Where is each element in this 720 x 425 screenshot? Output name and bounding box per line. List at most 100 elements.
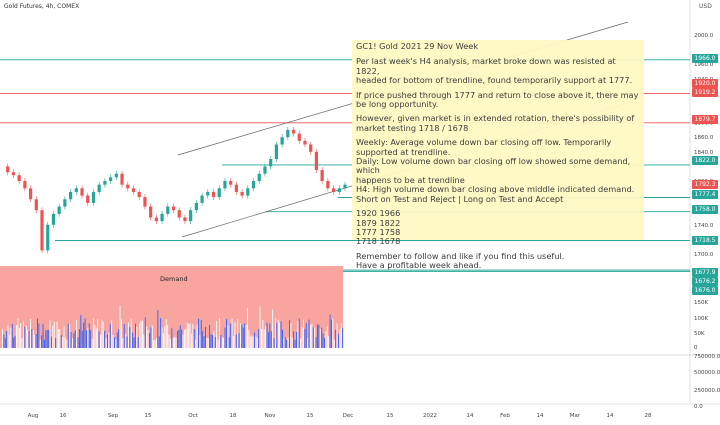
candle-body — [57, 206, 61, 214]
volume-bar — [228, 337, 230, 348]
volume-bar — [52, 325, 54, 348]
volume-bar — [109, 323, 111, 348]
candle-body — [331, 188, 336, 192]
volume-bar — [20, 322, 22, 348]
volume-bar — [329, 314, 331, 348]
price-tag: 1919.2 — [692, 88, 718, 97]
volume-bar — [35, 334, 37, 348]
volume-bar — [298, 318, 300, 348]
volume-bar — [100, 334, 101, 348]
volume-bar — [276, 322, 278, 348]
volume-bar — [303, 319, 304, 348]
candle-body — [160, 213, 164, 222]
analysis-note[interactable]: GC1! Gold 2021 29 Nov Week Per last week… — [352, 40, 644, 270]
candle-body — [149, 206, 153, 218]
volume-bar — [62, 336, 64, 348]
volume-bar — [275, 318, 276, 348]
volume-bar — [202, 330, 204, 348]
volume-bar — [304, 328, 306, 348]
volume-bar — [255, 336, 257, 348]
candle-body — [86, 195, 90, 203]
volume-bar — [146, 326, 148, 348]
volume-bar — [186, 322, 188, 348]
volume-bar — [324, 337, 325, 348]
volume-bar — [144, 317, 146, 348]
candle-body — [177, 210, 181, 218]
chart-header: Gold Futures, 4h, COMEX — [4, 3, 80, 10]
volume-bar — [42, 323, 44, 348]
volume-bar — [227, 325, 229, 348]
candle-body — [46, 224, 50, 251]
volume-bar — [48, 329, 50, 348]
time-tick-label: Sep — [108, 413, 119, 419]
volume-bar — [84, 318, 86, 348]
volume-bar — [65, 337, 66, 348]
volume-bar — [340, 323, 342, 348]
candle-body — [80, 188, 84, 196]
volume-bar — [27, 330, 29, 348]
candle-body — [131, 188, 136, 192]
candle-body — [97, 184, 101, 192]
candle-body — [343, 184, 347, 189]
volume-bar — [14, 335, 16, 348]
volume-bar — [37, 318, 38, 348]
volume-bar — [126, 336, 128, 348]
volume-tick-label: 750000.0 — [694, 354, 720, 360]
time-tick-label: 16 — [60, 413, 67, 419]
note-paragraph-2: If price pushed through 1777 and return … — [356, 89, 639, 110]
candle-body — [217, 188, 221, 198]
candle-body — [206, 191, 210, 196]
candle-body — [11, 172, 16, 176]
volume-bar — [317, 324, 318, 348]
volume-bar — [262, 319, 264, 348]
volume-bar — [263, 329, 265, 348]
volume-bar — [167, 325, 169, 348]
volume-bar — [122, 338, 124, 348]
volume-bar — [58, 329, 59, 348]
volume-tick-label: 250000.0 — [694, 388, 720, 394]
volume-tick-label: 500000.0 — [694, 370, 720, 376]
volume-bar — [328, 336, 330, 348]
volume-bar — [44, 339, 45, 348]
time-tick-label: 14 — [537, 413, 544, 419]
volume-bar — [88, 323, 90, 348]
volume-bar — [286, 339, 288, 348]
volume-bar — [132, 332, 134, 348]
volume-bar — [4, 338, 6, 348]
candle-body — [280, 137, 284, 145]
volume-bar — [163, 333, 164, 348]
time-tick-label: 14 — [467, 413, 474, 419]
volume-bar — [230, 323, 232, 348]
volume-bar — [7, 325, 9, 348]
volume-bar — [214, 337, 216, 348]
candle-body — [251, 181, 256, 189]
volume-bar — [311, 323, 313, 348]
candle-body — [337, 188, 341, 192]
volume-bar — [98, 331, 100, 348]
volume-bar — [16, 325, 17, 348]
volume-bar — [30, 318, 31, 348]
volume-bar — [165, 319, 167, 348]
volume-bar — [206, 337, 208, 348]
volume-bar — [203, 336, 205, 348]
currency-label: USD — [699, 3, 712, 10]
volume-bar — [331, 319, 332, 348]
time-tick-label: 2022 — [423, 413, 437, 419]
volume-bar — [156, 338, 157, 348]
price-tag: 1676.0 — [692, 286, 718, 295]
volume-bar — [150, 327, 152, 348]
volume-bar — [125, 333, 127, 348]
volume-bar — [265, 325, 267, 348]
volume-bar — [119, 305, 121, 348]
price-tick-label: 1860.0 — [694, 135, 714, 141]
volume-bar — [111, 320, 113, 348]
candle-body — [183, 217, 187, 222]
volume-bar — [90, 330, 92, 348]
volume-bar — [81, 330, 83, 348]
price-tag: 1718.5 — [692, 236, 718, 245]
volume-bar — [171, 328, 173, 348]
volume-bar — [248, 329, 250, 348]
candle-body — [40, 210, 44, 251]
